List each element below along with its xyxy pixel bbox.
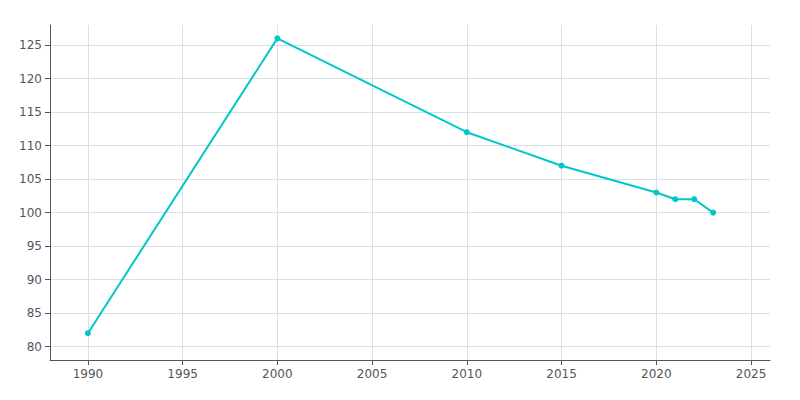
- svg-text:110: 110: [19, 139, 42, 153]
- svg-text:120: 120: [19, 72, 42, 86]
- svg-text:100: 100: [19, 206, 42, 220]
- svg-text:2025: 2025: [736, 367, 767, 381]
- svg-text:95: 95: [27, 239, 42, 253]
- svg-text:1995: 1995: [167, 367, 198, 381]
- svg-text:1990: 1990: [73, 367, 104, 381]
- svg-text:85: 85: [27, 306, 42, 320]
- svg-text:2020: 2020: [641, 367, 672, 381]
- svg-text:115: 115: [19, 105, 42, 119]
- svg-text:90: 90: [27, 273, 42, 287]
- svg-text:125: 125: [19, 38, 42, 52]
- svg-text:80: 80: [27, 340, 42, 354]
- svg-text:2005: 2005: [357, 367, 388, 381]
- svg-text:2015: 2015: [546, 367, 577, 381]
- svg-text:2000: 2000: [262, 367, 293, 381]
- svg-text:2010: 2010: [452, 367, 483, 381]
- svg-text:105: 105: [19, 172, 42, 186]
